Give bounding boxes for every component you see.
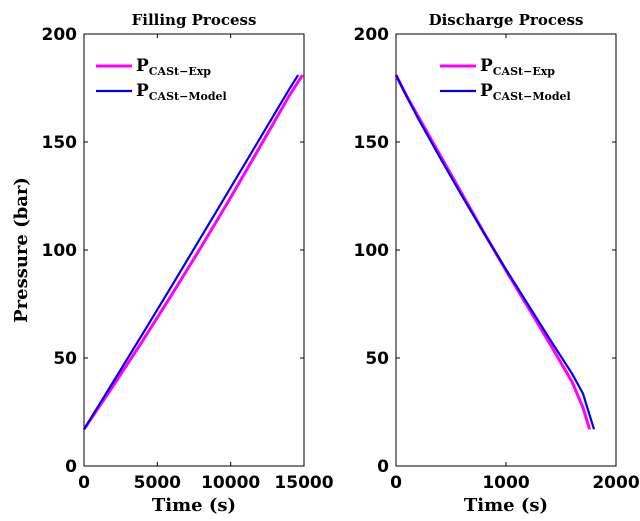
- y-tick-label: 0: [65, 457, 77, 477]
- series-line-exp: [82, 74, 304, 431]
- legend-entry: PCASt−Exp: [480, 56, 555, 78]
- y-tick-label: 50: [53, 349, 77, 369]
- x-tick-label: 15000: [274, 473, 333, 493]
- series-line-exp: [394, 74, 592, 430]
- x-tick-label: 0: [78, 473, 90, 493]
- x-axis-label: Time (s): [464, 495, 548, 516]
- y-tick-label: 200: [42, 25, 78, 45]
- legend-main: P: [136, 56, 149, 76]
- y-tick-label: 50: [365, 349, 389, 369]
- legend-main: P: [480, 81, 493, 101]
- legend-main: P: [136, 81, 149, 101]
- x-tick-label: 2000: [592, 473, 639, 493]
- x-axis-label: Time (s): [152, 495, 236, 516]
- legend-subscript: CASt−Exp: [149, 65, 211, 78]
- legend-subscript: CASt−Model: [149, 90, 227, 103]
- legend-entry: PCASt−Model: [480, 81, 571, 103]
- chart-title: Filling Process: [132, 11, 257, 29]
- y-tick-label: 100: [354, 241, 390, 261]
- x-tick-label: 5000: [134, 473, 181, 493]
- legend-entry: PCASt−Exp: [136, 56, 211, 78]
- x-tick-label: 10000: [201, 473, 260, 493]
- y-tick-label: 0: [377, 457, 389, 477]
- y-tick-label: 100: [42, 241, 78, 261]
- y-tick-label: 150: [354, 133, 390, 153]
- legend-subscript: CASt−Model: [493, 90, 571, 103]
- legend-subscript: CASt−Exp: [493, 65, 555, 78]
- chart-title: Discharge Process: [429, 11, 584, 29]
- legend-entry: PCASt−Model: [136, 81, 227, 103]
- chart-panel-2: Discharge Process 0 1000 2000 0 50 100 150 200 Ti…: [354, 11, 640, 516]
- legend-main: P: [480, 56, 493, 76]
- series-line-model: [395, 74, 596, 430]
- chart-panel-1: Filling Process 0 5000 10000 15000 0 50 100 150 2…: [11, 11, 334, 516]
- x-tick-label: 1000: [482, 473, 529, 493]
- y-tick-label: 150: [42, 133, 78, 153]
- y-axis-label: Pressure (bar): [11, 177, 32, 323]
- y-tick-label: 200: [354, 25, 390, 45]
- x-tick-label: 0: [390, 473, 402, 493]
- series-line-model: [83, 74, 300, 430]
